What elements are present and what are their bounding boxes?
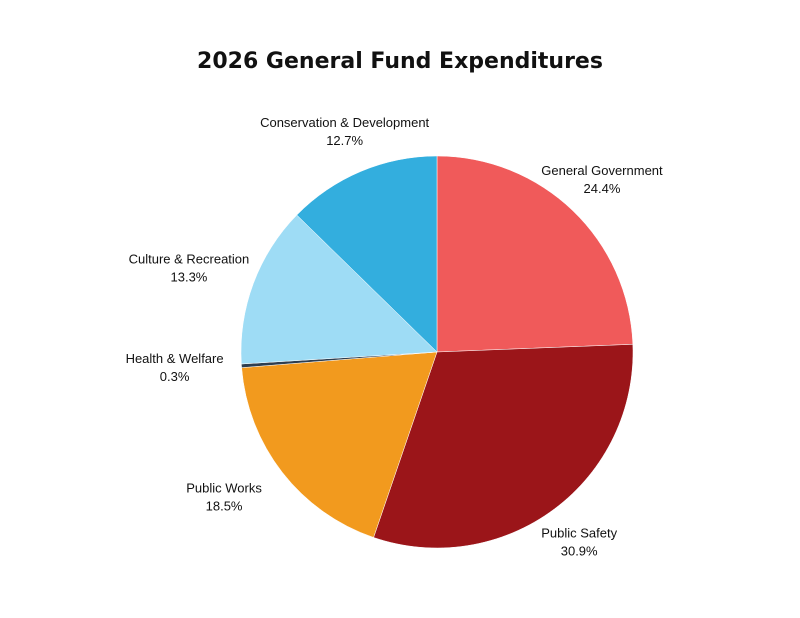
pie-slice bbox=[373, 344, 634, 549]
slice-value-label: 18.5% bbox=[206, 498, 243, 513]
chart-title: 2026 General Fund Expenditures bbox=[197, 49, 603, 74]
slice-value-label: 24.4% bbox=[584, 181, 621, 196]
slice-label: General Government bbox=[541, 163, 663, 178]
slice-label: Culture & Recreation bbox=[129, 251, 250, 266]
pie-slice bbox=[296, 155, 438, 353]
pie-slice bbox=[241, 351, 438, 538]
slice-value-label: 30.9% bbox=[561, 543, 598, 558]
slice-value-label: 13.3% bbox=[171, 269, 208, 284]
slice-label: Public Works bbox=[186, 480, 262, 495]
slice-label: Conservation & Development bbox=[260, 115, 429, 130]
slice-label: Public Safety bbox=[541, 525, 617, 540]
pie-slice bbox=[436, 155, 634, 353]
slice-value-label: 0.3% bbox=[160, 369, 190, 384]
slice-label: Health & Welfare bbox=[126, 351, 224, 366]
slice-value-label: 12.7% bbox=[326, 133, 363, 148]
pie-slice bbox=[240, 214, 438, 365]
